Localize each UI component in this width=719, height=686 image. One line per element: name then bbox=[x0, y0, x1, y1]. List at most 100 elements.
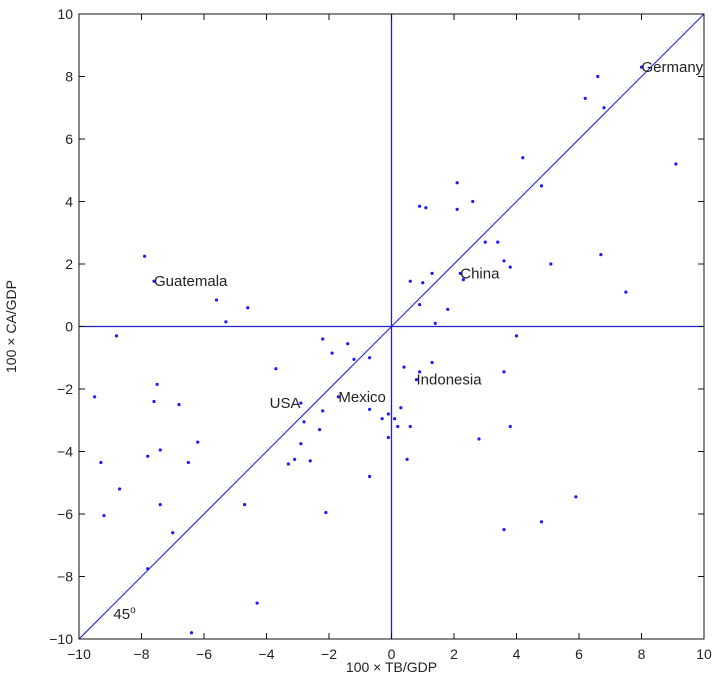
diagonal-45-line bbox=[78, 13, 705, 640]
x-tick-label: 6 bbox=[575, 646, 583, 662]
data-point bbox=[539, 520, 544, 524]
data-point bbox=[224, 320, 228, 324]
data-point bbox=[186, 460, 190, 465]
data-point bbox=[324, 510, 328, 515]
data-point bbox=[246, 306, 250, 310]
ticks: −10 −8 −6 −4 −2 0 2 4 6 8 10 −10 −8 −6 −4 −2 0 2 4 6 8 10 bbox=[49, 6, 712, 662]
data-point bbox=[514, 334, 519, 338]
data-point bbox=[321, 409, 325, 413]
data-point bbox=[243, 503, 247, 507]
data-point bbox=[336, 395, 340, 399]
data-point bbox=[114, 334, 119, 338]
data-point bbox=[321, 337, 325, 341]
data-point bbox=[143, 254, 147, 258]
data-point bbox=[368, 474, 372, 479]
data-point bbox=[299, 442, 303, 446]
data-point bbox=[461, 278, 465, 282]
data-point bbox=[599, 253, 603, 257]
data-point bbox=[286, 462, 290, 466]
data-point bbox=[393, 417, 397, 421]
x-tick-label: 8 bbox=[638, 646, 646, 662]
data-point bbox=[386, 412, 390, 416]
y-tick-label: 0 bbox=[65, 319, 73, 335]
y-tick-label: −6 bbox=[57, 506, 73, 522]
data-point bbox=[483, 240, 487, 244]
data-point bbox=[424, 206, 428, 210]
y-tick-label: −8 bbox=[57, 569, 73, 585]
data-point bbox=[639, 65, 644, 69]
data-point bbox=[405, 457, 409, 461]
data-point bbox=[418, 303, 422, 307]
data-point bbox=[318, 428, 322, 432]
data-point bbox=[214, 298, 219, 302]
data-point bbox=[368, 407, 372, 411]
x-tick-label: −4 bbox=[259, 646, 275, 662]
data-point bbox=[152, 279, 156, 283]
data-point bbox=[346, 342, 350, 346]
y-tick-label: 6 bbox=[65, 131, 73, 147]
data-point bbox=[430, 271, 434, 275]
data-point bbox=[352, 357, 356, 361]
data-point bbox=[189, 631, 194, 635]
data-point bbox=[171, 531, 175, 535]
data-point bbox=[574, 495, 578, 499]
data-point bbox=[402, 365, 406, 369]
annotation-label: Mexico bbox=[338, 389, 386, 406]
data-point bbox=[396, 424, 400, 429]
x-tick-label: −8 bbox=[134, 646, 150, 662]
x-tick-label: 2 bbox=[450, 646, 458, 662]
data-point bbox=[421, 281, 425, 285]
x-tick-label: 0 bbox=[388, 646, 396, 662]
data-point bbox=[293, 457, 297, 461]
data-points bbox=[93, 65, 678, 635]
data-point bbox=[430, 360, 434, 365]
y-tick-label: 4 bbox=[65, 194, 73, 210]
y-tick-label: −4 bbox=[57, 444, 73, 460]
x-tick-label: −6 bbox=[196, 646, 212, 662]
x-tick-label: 10 bbox=[696, 646, 712, 662]
y-tick-label: 8 bbox=[65, 69, 73, 85]
x-tick-label: −10 bbox=[67, 646, 91, 662]
annotation-label: China bbox=[460, 265, 500, 282]
data-point bbox=[539, 184, 544, 188]
annotation-label: Germany bbox=[642, 59, 704, 76]
data-point bbox=[155, 382, 159, 386]
x-axis-label: 100 × TB/GDP bbox=[346, 659, 437, 675]
data-point bbox=[455, 207, 459, 211]
data-point bbox=[471, 199, 475, 204]
reference-lines bbox=[78, 13, 705, 640]
data-point bbox=[93, 395, 97, 399]
data-point bbox=[302, 420, 306, 424]
data-point bbox=[418, 204, 422, 208]
data-point bbox=[386, 435, 390, 440]
data-point bbox=[502, 528, 506, 532]
data-point bbox=[380, 417, 384, 421]
data-point bbox=[255, 601, 259, 605]
x-tick-label: −2 bbox=[321, 646, 337, 662]
data-point bbox=[602, 106, 606, 110]
y-tick-label: −10 bbox=[49, 631, 73, 647]
data-point bbox=[158, 503, 162, 507]
data-point bbox=[458, 271, 462, 275]
data-point bbox=[496, 240, 500, 244]
data-point bbox=[118, 487, 122, 491]
y-tick-label: −2 bbox=[57, 381, 73, 397]
data-point bbox=[399, 406, 403, 410]
data-point bbox=[508, 265, 512, 269]
data-point bbox=[433, 321, 437, 325]
data-point bbox=[158, 448, 162, 452]
data-point bbox=[502, 370, 506, 374]
annotation-label: USA bbox=[270, 395, 301, 412]
data-point bbox=[102, 513, 106, 518]
annotation-label: Guatemala bbox=[154, 273, 228, 290]
annotations: Germany Guatemala China Indonesia USA Mexico 4… bbox=[113, 59, 703, 623]
data-point bbox=[177, 403, 181, 407]
data-point bbox=[274, 367, 278, 371]
data-point bbox=[146, 454, 150, 458]
data-point bbox=[508, 424, 512, 429]
data-point bbox=[330, 351, 334, 355]
annotation-label: 45o bbox=[113, 605, 136, 623]
data-point bbox=[368, 356, 372, 360]
data-point bbox=[549, 262, 553, 266]
